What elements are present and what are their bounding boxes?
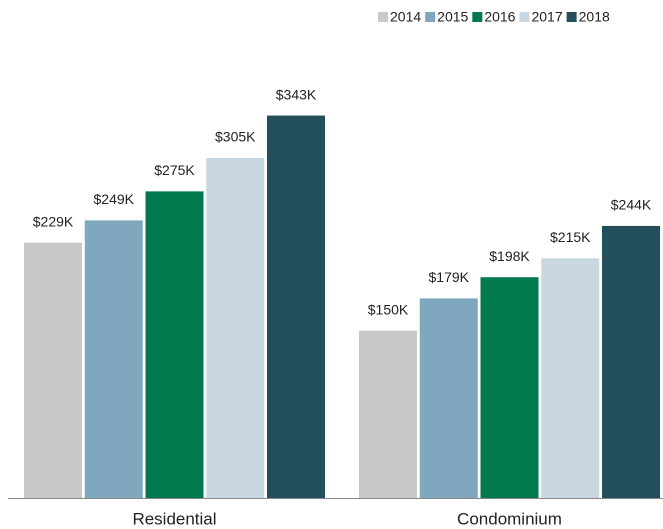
bar [480,277,539,498]
category-label: Condominium [457,509,562,528]
legend-label: 2017 [531,9,562,25]
bar [419,298,478,498]
bar [145,191,204,498]
value-label: $229K [33,213,74,229]
bar [359,330,417,498]
value-label: $150K [368,301,409,317]
legend-swatch [425,12,436,22]
bar [206,157,265,499]
category-label: Residential [132,509,216,528]
bar [541,258,600,498]
legend-swatch [378,12,388,22]
legend-swatch [566,12,577,22]
legend-label: 2014 [390,9,421,25]
legend-swatch [519,12,530,22]
value-label: $215K [550,229,591,245]
value-label: $179K [429,269,470,285]
legend-label: 2016 [484,9,515,25]
legend-swatch [472,12,483,22]
bar [267,115,325,499]
bar [84,220,143,499]
legend-label: 2015 [437,9,468,25]
value-label: $275K [154,162,195,178]
legend-label: 2018 [579,9,610,25]
value-label: $249K [94,191,135,207]
bar [24,242,82,498]
bar [602,225,660,498]
value-label: $343K [276,86,317,102]
value-label: $244K [611,197,652,213]
value-label: $198K [489,248,530,264]
value-label: $305K [215,129,256,145]
